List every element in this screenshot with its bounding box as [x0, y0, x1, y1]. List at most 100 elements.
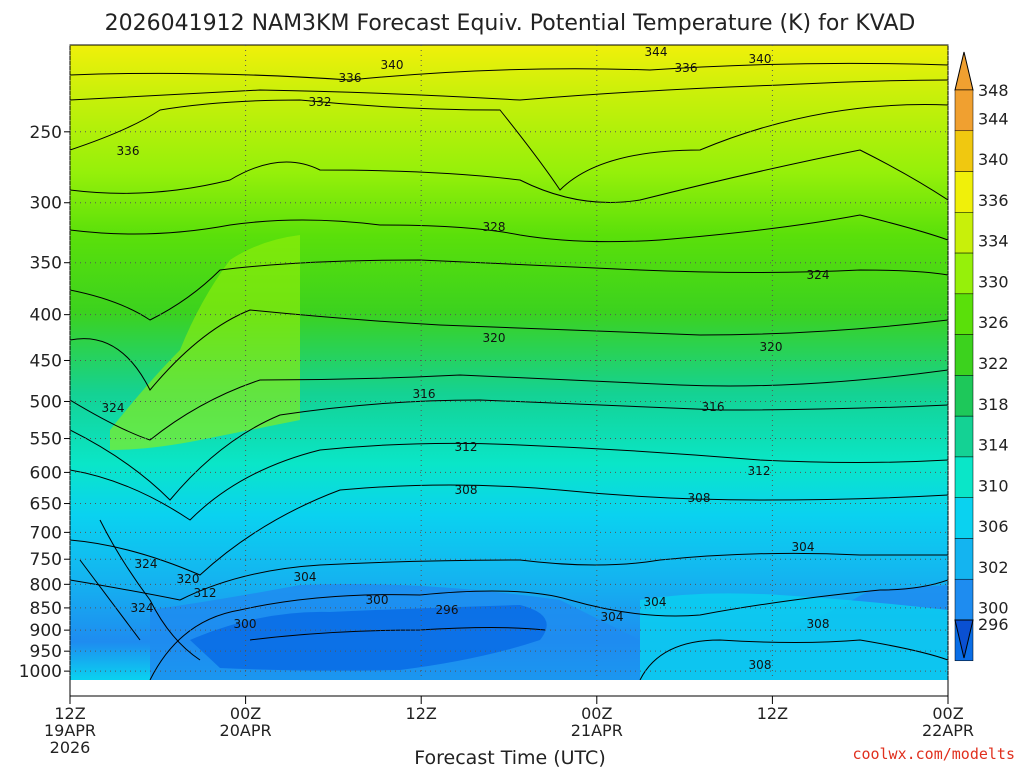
- contour-label: 304: [294, 570, 317, 584]
- contour-line: [149, 579, 948, 680]
- y-tick-label: 500: [30, 392, 62, 412]
- colorbar-label: 326: [978, 313, 1009, 332]
- colorbar-label: 340: [978, 150, 1009, 169]
- contour-label: 336: [675, 61, 698, 75]
- contour-label: 300: [234, 617, 257, 631]
- chart-title: 2026041912 NAM3KM Forecast Equiv. Potent…: [105, 11, 916, 36]
- y-tick-label: 400: [30, 306, 62, 326]
- contour-label: 324: [135, 557, 158, 571]
- colorbar-swatch: [954, 171, 974, 213]
- colorbar-swatch: [954, 415, 974, 458]
- contour-line: [70, 399, 948, 501]
- upper-green-tongue: [110, 235, 300, 450]
- contour-label: 328: [483, 220, 506, 234]
- colorbar-swatch: [954, 456, 974, 498]
- y-tick-label: 700: [30, 523, 62, 543]
- contour-label: 324: [807, 268, 830, 282]
- contour-label: 324: [131, 601, 154, 615]
- x-tick-label: 00Z: [230, 704, 261, 723]
- y-tick-label: 950: [30, 642, 62, 662]
- x-tick-label: 12Z: [54, 704, 85, 723]
- contour-label: 300: [366, 593, 389, 607]
- y-tick-label: 750: [30, 550, 62, 570]
- contour-label: 304: [601, 610, 624, 624]
- contour-label: 312: [748, 464, 771, 478]
- colorbar-top-arrow: [954, 51, 974, 91]
- colorbar-swatch: [954, 578, 974, 621]
- y-tick-label: 850: [30, 599, 62, 619]
- colorbar-swatch: [954, 334, 974, 376]
- colorbar-swatch: [954, 497, 974, 539]
- colorbar-swatch: [954, 252, 974, 295]
- x-tick-label: 21APR: [571, 721, 623, 740]
- contour-field: [70, 45, 948, 696]
- contour-label: 304: [792, 540, 815, 554]
- y-tick-label: 650: [30, 495, 62, 515]
- colorbar-label: 296: [978, 615, 1009, 634]
- contour-line: [70, 442, 948, 521]
- colorbar-label: 306: [978, 517, 1009, 536]
- contour-label: 320: [760, 340, 783, 354]
- contour-line: [70, 62, 948, 81]
- contour-line: [70, 259, 948, 321]
- contour-label: 312: [455, 440, 478, 454]
- colorbar-label: 310: [978, 476, 1009, 495]
- colorbar-label: 336: [978, 191, 1009, 210]
- y-tick-label: 350: [30, 254, 62, 274]
- x-tick-label: 00Z: [581, 704, 612, 723]
- colorbar-swatch: [954, 538, 974, 580]
- contour-line: [70, 552, 948, 601]
- colorbar-swatch: [954, 212, 974, 254]
- contour-label: 336: [339, 71, 362, 85]
- y-axis: 2503003504004505005506006507007508008509…: [19, 123, 70, 682]
- colorbar-swatch: [954, 375, 974, 417]
- contour-label: 296: [436, 603, 459, 617]
- colorbar-label: 318: [978, 395, 1009, 414]
- colorbar-label: 334: [978, 232, 1009, 251]
- credit-link[interactable]: coolwx.com/modelts: [852, 745, 1015, 763]
- x-tick-label: 12Z: [757, 704, 788, 723]
- contour-label: 340: [381, 58, 404, 72]
- contour-line: [70, 214, 948, 243]
- contour-label: 308: [688, 491, 711, 505]
- contour-line: [99, 519, 201, 661]
- contour-labels: 344 340 336 340 336 332 336 328 324 320 320 316 316 3…: [102, 45, 830, 672]
- x-tick-label: 2026: [50, 738, 91, 757]
- colorbar-label: 344: [978, 109, 1009, 128]
- colorbar-label: 348: [978, 81, 1009, 100]
- contour-label: 308: [807, 617, 830, 631]
- contour-label: 304: [644, 595, 667, 609]
- near-surface-cyan-region: [640, 593, 948, 680]
- x-axis-label: Forecast Time (UTC): [414, 747, 605, 768]
- ground-surface: [70, 680, 948, 696]
- x-tick-label: 20APR: [220, 721, 272, 740]
- y-tick-label: 800: [30, 575, 62, 595]
- colorbar-label: 300: [978, 599, 1009, 618]
- y-tick-label: 550: [30, 430, 62, 450]
- contour-line: [79, 559, 141, 641]
- colorbar-swatch: [954, 89, 974, 132]
- contour-label: 344: [645, 45, 668, 59]
- contour-label: 332: [309, 95, 332, 109]
- y-tick-label: 900: [30, 621, 62, 641]
- contour-line: [639, 639, 948, 680]
- colorbar-swatch: [954, 130, 974, 172]
- contour-label: 312: [194, 586, 217, 600]
- colorbar-label: 302: [978, 558, 1009, 577]
- grid: [69, 45, 949, 680]
- colorbar-label: 314: [978, 436, 1009, 455]
- contour-label: 336: [117, 144, 140, 158]
- contour-line: [70, 99, 948, 191]
- colorbar-label: 330: [978, 272, 1009, 291]
- contour-label: 308: [749, 658, 772, 672]
- colorbar-swatch: [954, 293, 974, 335]
- x-tick-label: 19APR: [44, 721, 96, 740]
- colorbar: 348 344 340 336 334 330 326 322 318 314 310 306 302 3…: [954, 51, 1009, 662]
- contour-line: [249, 627, 546, 641]
- x-tick-label: 12Z: [406, 704, 437, 723]
- colorbar-bottom-arrow: [954, 619, 974, 659]
- x-tick-label: 22APR: [922, 721, 974, 740]
- contour-label: 340: [749, 52, 772, 66]
- y-tick-label: 1000: [19, 662, 62, 682]
